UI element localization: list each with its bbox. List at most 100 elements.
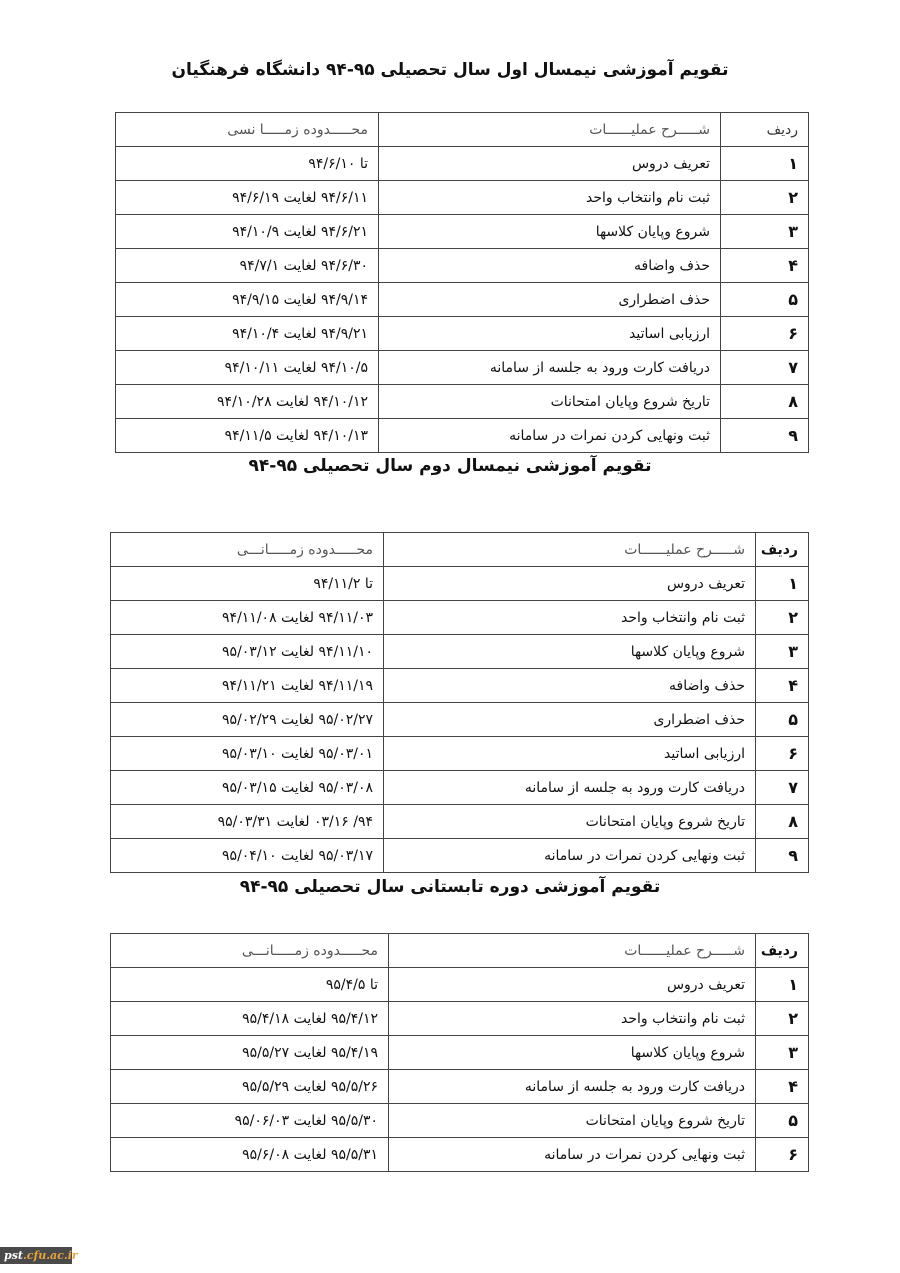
cell-desc: ثبت نام وانتخاب واحد — [383, 600, 756, 635]
cell-date: ۹۴/۶/۱۱ لغایت ۹۴/۶/۱۹ — [115, 180, 379, 215]
cell-num: ۲ — [720, 180, 809, 215]
table-row: ۹ ثبت ونهایی کردن نمرات در سامانه ۹۴/۱۰/۱۳… — [115, 418, 809, 453]
cell-desc: ثبت ونهایی کردن نمرات در سامانه — [388, 1137, 756, 1172]
cell-date: ۹۵/۵/۳۱ لغایت ۹۵/۶/۰۸ — [110, 1137, 389, 1172]
cell-num: ۷ — [755, 770, 809, 805]
cell-num: ۴ — [755, 668, 809, 703]
table-row: ۱ تعریف دروس تا ۹۴/۱۱/۲ — [110, 566, 809, 601]
header-num: ردیف — [720, 112, 809, 147]
cell-desc: تعریف دروس — [388, 967, 756, 1002]
cell-desc: دریافت کارت ورود به جلسه از سامانه — [378, 350, 721, 385]
cell-num: ۱ — [755, 566, 809, 601]
cell-num: ۹ — [755, 838, 809, 873]
cell-date: ۹۵/۴/۱۹ لغایت ۹۵/۵/۲۷ — [110, 1035, 389, 1070]
table-row: ۷ دریافت کارت ورود به جلسه از سامانه ۹۴/۱۰… — [115, 350, 809, 385]
cell-date: ۹۵/۰۳/۱۷ لغایت ۹۵/۰۴/۱۰ — [110, 838, 384, 873]
header-date: محـــــدوده زمـــــا نسی — [115, 112, 379, 147]
header-row: ردیف شـــــرح عملیــــــات محـــــدوده زمـ… — [110, 532, 809, 567]
cell-desc: شروع وپایان کلاسها — [388, 1035, 756, 1070]
cell-date: ۹۵/۰۲/۲۷ لغایت ۹۵/۰۲/۲۹ — [110, 702, 384, 737]
table-row: ۱ تعریف دروس تا ۹۴/۶/۱۰ — [115, 146, 809, 181]
cell-date: ۹۴/۹/۲۱ لغایت ۹۴/۱۰/۴ — [115, 316, 379, 351]
header-row: ردیف شـــــرح عملیــــــات محـــــدوده زمـ… — [110, 933, 809, 968]
table-row: ۴ دریافت کارت ورود به جلسه از سامانه ۹۵/۵/… — [110, 1069, 809, 1104]
cell-num: ۵ — [755, 1103, 809, 1138]
watermark-domain: .cfu.ac.ir — [22, 1249, 78, 1262]
cell-date: ۹۴/۶/۲۱ لغایت ۹۴/۱۰/۹ — [115, 214, 379, 249]
cell-date: تا ۹۴/۶/۱۰ — [115, 146, 379, 181]
cell-num: ۱ — [720, 146, 809, 181]
cell-date: تا ۹۴/۱۱/۲ — [110, 566, 384, 601]
table-row: ۲ ثبت نام وانتخاب واحد ۹۵/۴/۱۲ لغایت ۹۵/۴/… — [110, 1001, 809, 1036]
cell-date: ۹۴/۱۰/۱۳ لغایت ۹۴/۱۱/۵ — [115, 418, 379, 453]
table-row: ۳ شروع وپایان کلاسها ۹۵/۴/۱۹ لغایت ۹۵/۵/۲۷ — [110, 1035, 809, 1070]
cell-num: ۴ — [755, 1069, 809, 1104]
cell-num: ۳ — [720, 214, 809, 249]
table-row: ۶ ثبت ونهایی کردن نمرات در سامانه ۹۵/۵/۳۱ … — [110, 1137, 809, 1172]
cell-desc: حذف واضافه — [378, 248, 721, 283]
table-row: ۸ تاریخ شروع وپایان امتحانات ۹۴/ ۰۳/۱۶ لغا… — [110, 804, 809, 839]
header-desc: شـــــرح عملیــــــات — [378, 112, 721, 147]
cell-num: ۷ — [720, 350, 809, 385]
header-desc: شـــــرح عملیــــــات — [383, 532, 756, 567]
cell-date: تا ۹۵/۴/۵ — [110, 967, 389, 1002]
cell-date: ۹۴/۱۰/۱۲ لغایت ۹۴/۱۰/۲۸ — [115, 384, 379, 419]
table-row: ۵ تاریخ شروع وپایان امتحانات ۹۵/۵/۳۰ لغایت… — [110, 1103, 809, 1138]
cell-desc: ارزیابی اساتید — [383, 736, 756, 771]
cell-num: ۶ — [720, 316, 809, 351]
calendar-table-semester-2: ردیف شـــــرح عملیــــــات محـــــدوده زمـ… — [110, 532, 809, 873]
cell-num: ۵ — [720, 282, 809, 317]
table-row: ۳ شروع وپایان کلاسها ۹۴/۱۱/۱۰ لغایت ۹۵/۰۳/… — [110, 634, 809, 669]
header-num: ردیف — [755, 532, 809, 567]
cell-desc: حذف اضطراری — [378, 282, 721, 317]
table-row: ۴ حذف واضافه ۹۴/۶/۳۰ لغایت ۹۴/۷/۱ — [115, 248, 809, 283]
table-row: ۸ تاریخ شروع وپایان امتحانات ۹۴/۱۰/۱۲ لغای… — [115, 384, 809, 419]
table-row: ۶ ارزیابی اساتید ۹۵/۰۳/۰۱ لغایت ۹۵/۰۳/۱۰ — [110, 736, 809, 771]
cell-date: ۹۵/۰۳/۰۸ لغایت ۹۵/۰۳/۱۵ — [110, 770, 384, 805]
cell-num: ۴ — [720, 248, 809, 283]
cell-num: ۶ — [755, 1137, 809, 1172]
cell-date: ۹۴/ ۰۳/۱۶ لغایت ۹۵/۰۳/۳۱ — [110, 804, 384, 839]
cell-date: ۹۵/۴/۱۲ لغایت ۹۵/۴/۱۸ — [110, 1001, 389, 1036]
cell-date: ۹۴/۱۰/۵ لغایت ۹۴/۱۰/۱۱ — [115, 350, 379, 385]
cell-num: ۵ — [755, 702, 809, 737]
cell-date: ۹۴/۱۱/۰۳ لغایت ۹۴/۱۱/۰۸ — [110, 600, 384, 635]
cell-desc: حذف واضافه — [383, 668, 756, 703]
watermark-logo: pst.cfu.ac.ir — [0, 1247, 78, 1264]
table-row: ۷ دریافت کارت ورود به جلسه از سامانه ۹۵/۰۳… — [110, 770, 809, 805]
cell-date: ۹۵/۵/۳۰ لغایت ۹۵/۰۶/۰۳ — [110, 1103, 389, 1138]
cell-desc: تعریف دروس — [378, 146, 721, 181]
table-row: ۹ ثبت ونهایی کردن نمرات در سامانه ۹۵/۰۳/۱۷… — [110, 838, 809, 873]
cell-desc: ثبت ونهایی کردن نمرات در سامانه — [378, 418, 721, 453]
cell-desc: دریافت کارت ورود به جلسه از سامانه — [383, 770, 756, 805]
cell-desc: ارزیابی اساتید — [378, 316, 721, 351]
cell-desc: ثبت ونهایی کردن نمرات در سامانه — [383, 838, 756, 873]
cell-desc: حذف اضطراری — [383, 702, 756, 737]
cell-desc: شروع وپایان کلاسها — [378, 214, 721, 249]
cell-date: ۹۴/۱۱/۱۹ لغایت ۹۴/۱۱/۲۱ — [110, 668, 384, 703]
cell-desc: تعریف دروس — [383, 566, 756, 601]
calendar-table-semester-1: ردیف شـــــرح عملیــــــات محـــــدوده زمـ… — [115, 112, 809, 453]
cell-desc: تاریخ شروع وپایان امتحانات — [378, 384, 721, 419]
cell-num: ۶ — [755, 736, 809, 771]
cell-date: ۹۴/۹/۱۴ لغایت ۹۴/۹/۱۵ — [115, 282, 379, 317]
header-row: ردیف شـــــرح عملیــــــات محـــــدوده زمـ… — [115, 112, 809, 147]
cell-date: ۹۵/۰۳/۰۱ لغایت ۹۵/۰۳/۱۰ — [110, 736, 384, 771]
calendar-table-summer: ردیف شـــــرح عملیــــــات محـــــدوده زمـ… — [110, 933, 809, 1172]
cell-date: ۹۴/۱۱/۱۰ لغایت ۹۵/۰۳/۱۲ — [110, 634, 384, 669]
cell-desc: تاریخ شروع وپایان امتحانات — [388, 1103, 756, 1138]
title-summer: تقویم آموزشی دوره تابستانی سال تحصیلی ۹۵… — [239, 877, 661, 897]
cell-num: ۸ — [755, 804, 809, 839]
header-date: محـــــدوده زمـــــانـــی — [110, 532, 384, 567]
cell-num: ۲ — [755, 1001, 809, 1036]
table-row: ۲ ثبت نام وانتخاب واحد ۹۴/۶/۱۱ لغایت ۹۴/۶/… — [115, 180, 809, 215]
cell-date: ۹۴/۶/۳۰ لغایت ۹۴/۷/۱ — [115, 248, 379, 283]
cell-num: ۱ — [755, 967, 809, 1002]
header-num: ردیف — [755, 933, 809, 968]
table-row: ۴ حذف واضافه ۹۴/۱۱/۱۹ لغایت ۹۴/۱۱/۲۱ — [110, 668, 809, 703]
title-semester-1: تقویم آموزشی نیمسال اول سال تحصیلی ۹۵-۹۴… — [171, 60, 729, 80]
cell-date: ۹۵/۵/۲۶ لغایت ۹۵/۵/۲۹ — [110, 1069, 389, 1104]
title-semester-2: تقویم آموزشی نیمسال دوم سال تحصیلی ۹۵-۹۴ — [248, 456, 652, 476]
cell-num: ۲ — [755, 600, 809, 635]
cell-num: ۳ — [755, 634, 809, 669]
